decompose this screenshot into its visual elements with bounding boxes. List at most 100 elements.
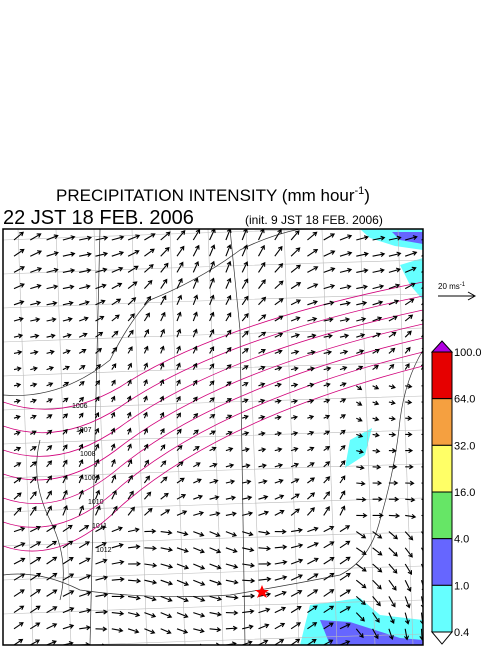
wind-arrow bbox=[225, 260, 232, 273]
init-time: (init. 9 JST 18 FEB. 2006) bbox=[245, 213, 383, 227]
wind-arrow bbox=[30, 398, 37, 404]
wind-arrow bbox=[258, 623, 270, 630]
wind-arrow bbox=[62, 413, 69, 419]
wind-arrow bbox=[419, 628, 423, 641]
wind-arrow bbox=[192, 345, 198, 354]
wind-arrow bbox=[176, 311, 182, 322]
wind-arrow bbox=[290, 508, 300, 516]
wind-arrow bbox=[111, 363, 117, 370]
wind-arrow bbox=[46, 572, 58, 581]
wind-arrow bbox=[242, 562, 256, 568]
wind-arrow bbox=[144, 579, 158, 585]
wind-arrow bbox=[404, 628, 410, 641]
wind-arrow bbox=[355, 579, 367, 589]
wind-arrow bbox=[242, 624, 254, 630]
wind-arrow bbox=[143, 459, 149, 468]
wind-arrow bbox=[29, 461, 37, 468]
wind-arrow bbox=[176, 612, 189, 619]
wind-arrow bbox=[241, 295, 249, 306]
wind-arrow bbox=[209, 413, 216, 419]
wind-arrow bbox=[143, 362, 149, 370]
wind-arrow bbox=[144, 595, 157, 602]
wind-arrow bbox=[160, 563, 174, 569]
wind-arrow bbox=[13, 477, 22, 484]
wind-arrow bbox=[62, 284, 75, 290]
wind-arrow bbox=[307, 333, 317, 339]
wind-arrow bbox=[78, 489, 84, 500]
valid-time: 22 JST 18 FEB. 2006 bbox=[3, 207, 194, 229]
wind-arrow bbox=[209, 311, 215, 322]
wind-arrow bbox=[209, 627, 222, 633]
wind-arrow bbox=[242, 495, 253, 501]
wind-arrow bbox=[405, 431, 413, 437]
wind-arrow bbox=[13, 557, 26, 565]
wind-arrow bbox=[95, 592, 109, 598]
wind-arrow bbox=[225, 346, 232, 354]
wind-arrow bbox=[176, 412, 181, 419]
wind-arrow bbox=[30, 300, 42, 306]
wind-arrow bbox=[290, 638, 301, 645]
wind-arrow bbox=[176, 547, 189, 553]
wind-arrow bbox=[30, 250, 43, 257]
wind-arrow bbox=[127, 281, 138, 290]
wind-arrow bbox=[62, 540, 74, 549]
graticule bbox=[169, 229, 186, 645]
wind-arrow bbox=[62, 505, 68, 516]
wind-arrow bbox=[13, 446, 22, 452]
wind-arrow bbox=[176, 261, 184, 273]
wind-arrow bbox=[111, 627, 124, 633]
wind-arrow bbox=[62, 573, 75, 581]
coastline bbox=[36, 439, 64, 601]
wind-arrow bbox=[46, 525, 57, 533]
colorbar-over bbox=[430, 340, 454, 353]
wind-arrow bbox=[405, 448, 414, 454]
wind-arrow bbox=[242, 578, 256, 584]
wind-arrow bbox=[323, 233, 336, 241]
wind-arrow bbox=[94, 396, 100, 403]
wind-arrow bbox=[258, 510, 270, 516]
wind-arrow bbox=[176, 563, 190, 570]
wind-arrow bbox=[78, 443, 84, 451]
wind-arrow bbox=[290, 606, 302, 614]
wind-arrow bbox=[372, 348, 380, 354]
wind-arrow bbox=[143, 443, 149, 451]
wind-arrow bbox=[127, 490, 134, 500]
wind-arrow bbox=[274, 332, 284, 338]
wind-arrow bbox=[274, 366, 283, 371]
wind-arrow bbox=[13, 350, 23, 355]
wind-arrow bbox=[372, 268, 385, 274]
wind-arrow bbox=[46, 490, 52, 500]
wind-arrow bbox=[323, 300, 335, 306]
wind-arrow bbox=[258, 244, 265, 257]
wind-arrow bbox=[339, 505, 346, 516]
wind-arrow bbox=[225, 479, 236, 485]
wind-arrow bbox=[192, 260, 200, 273]
wind-arrow bbox=[62, 365, 70, 371]
wind-arrow bbox=[209, 446, 217, 452]
wind-arrow bbox=[323, 572, 335, 581]
wind-arrow bbox=[78, 574, 92, 581]
colorbar-segment bbox=[431, 491, 453, 540]
wind-arrow bbox=[356, 512, 368, 519]
wind-arrow bbox=[225, 381, 232, 387]
wind-arrow bbox=[160, 246, 170, 257]
wind-arrow bbox=[144, 612, 157, 618]
wind-arrow bbox=[339, 490, 346, 500]
wind-arrow bbox=[323, 639, 334, 645]
wind-arrow bbox=[372, 316, 383, 322]
wind-arrow bbox=[13, 573, 26, 581]
wind-arrow bbox=[274, 590, 287, 597]
wind-arrow bbox=[95, 347, 103, 354]
wind-arrow bbox=[209, 430, 216, 435]
title: PRECIPITATION INTENSITY (mm hour-1) bbox=[56, 185, 370, 205]
wind-arrow bbox=[13, 248, 25, 257]
wind-arrow bbox=[290, 230, 300, 241]
wind-arrow bbox=[62, 607, 75, 614]
wind-arrow bbox=[323, 541, 335, 549]
wind-arrow bbox=[404, 346, 411, 354]
wind-arrow bbox=[388, 579, 397, 591]
wind-arrow bbox=[274, 280, 284, 290]
wind-arrow bbox=[111, 379, 116, 387]
wind-arrow bbox=[160, 278, 168, 289]
wind-arrow bbox=[13, 266, 25, 273]
